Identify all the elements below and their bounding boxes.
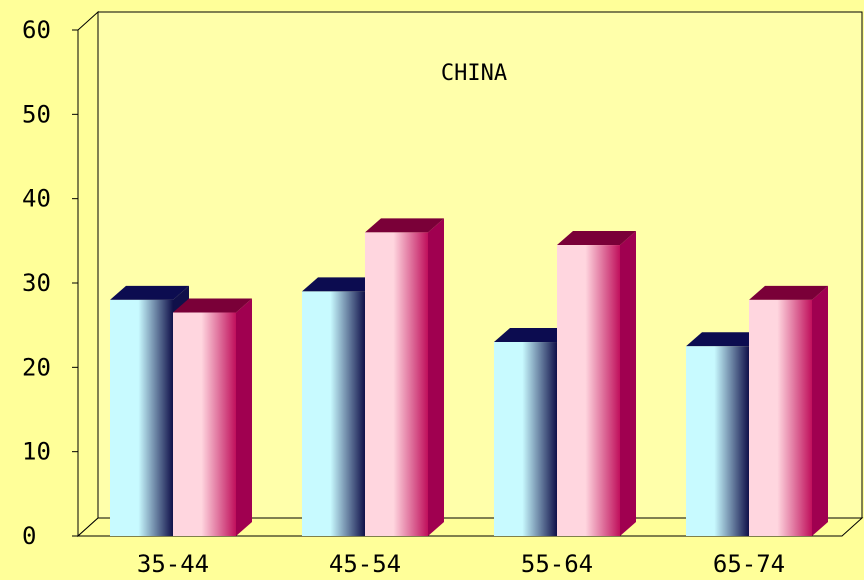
bar-top-face <box>110 285 189 300</box>
bar-top-face <box>557 231 636 246</box>
x-tick-label: 65-74 <box>713 550 785 578</box>
bar-series-2-55-64 <box>557 231 636 537</box>
x-tick-label: 45-54 <box>329 550 401 578</box>
x-axis-labels: 35-44 45-54 55-64 65-74 <box>137 550 785 578</box>
y-tick-label: 10 <box>22 438 51 466</box>
plot-side-wall <box>77 10 99 538</box>
bar-side-face <box>236 298 252 536</box>
bar-front-face <box>173 312 236 536</box>
bar-top-face <box>173 298 252 313</box>
bar-top-face <box>494 328 573 343</box>
bar-front-face <box>749 299 812 536</box>
y-tick-label: 40 <box>22 185 51 213</box>
bar-top-face <box>749 285 828 300</box>
bar-series-2-35-44 <box>173 298 252 536</box>
bar-front-face <box>365 232 428 536</box>
x-tick-label: 55-64 <box>521 550 593 578</box>
chart-title: CHINA <box>441 61 507 86</box>
bar-top-face <box>365 218 444 233</box>
bar-top-face <box>302 277 381 292</box>
y-tick-label: 50 <box>22 100 51 128</box>
y-tick-label: 0 <box>22 522 36 550</box>
bar-front-face <box>302 291 365 536</box>
bar-front-face <box>110 299 173 536</box>
y-tick-label: 60 <box>22 16 51 44</box>
y-axis-ticks: 0 10 20 30 40 50 60 <box>22 16 78 550</box>
bar-front-face <box>494 342 557 536</box>
y-tick-label: 30 <box>22 269 51 297</box>
bar-side-face <box>620 231 636 537</box>
bar-series-2-65-74 <box>749 285 828 536</box>
bar-front-face <box>557 245 620 537</box>
x-tick-label: 35-44 <box>137 550 209 578</box>
bar-side-face <box>428 218 444 536</box>
bar-front-face <box>686 346 749 536</box>
bar-side-face <box>812 285 828 536</box>
bar-top-face <box>686 332 765 347</box>
bars <box>110 218 828 537</box>
bar-series-2-45-54 <box>365 218 444 536</box>
y-tick-label: 20 <box>22 353 51 381</box>
